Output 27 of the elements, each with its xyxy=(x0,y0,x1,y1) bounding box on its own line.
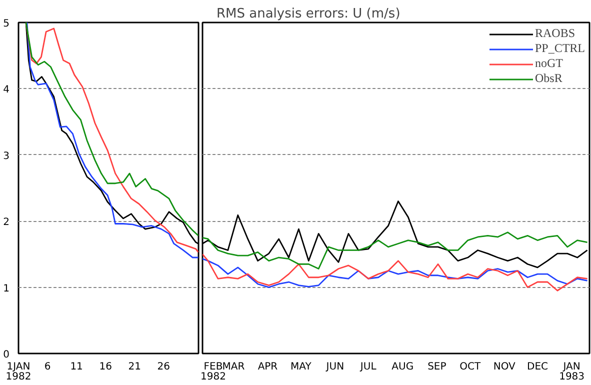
x-tick-label: 11 xyxy=(70,362,83,372)
x-tick-label: DEC xyxy=(527,362,548,372)
legend-label: PP_CTRL xyxy=(534,41,585,56)
legend-label: ObsR xyxy=(534,71,562,86)
x-tick-label: APR xyxy=(258,362,278,372)
y-tick-label: 1 xyxy=(3,283,10,294)
x-tick-label: SEP xyxy=(428,362,446,372)
y-tick-label: 2 xyxy=(3,217,10,228)
legend-label: noGT xyxy=(534,56,563,71)
x-tick-label: NOV xyxy=(493,362,516,372)
x-tick-label: 21 xyxy=(128,362,141,372)
x-tick-label: 6 xyxy=(44,362,51,372)
y-tick-label: 0 xyxy=(3,350,10,360)
x-tick-label: JUL xyxy=(359,362,377,372)
x-tick-label: JAN 1983 xyxy=(559,362,585,382)
x-tick-label: AUG xyxy=(392,362,414,372)
y-tick-label: 5 xyxy=(3,18,10,30)
x-tick-label: JUN xyxy=(325,362,344,372)
x-tick-label: 26 xyxy=(157,362,170,372)
chart-title: RMS analysis errors: U (m/s) xyxy=(216,6,400,22)
x-tick-label: MAY xyxy=(290,362,312,372)
y-tick-label: 3 xyxy=(3,150,10,162)
legend-label: RAOBS xyxy=(534,26,575,41)
x-tick-label: 1JAN 1982 xyxy=(6,362,32,382)
x-tick-label: OCT xyxy=(460,362,482,372)
y-tick-label: 4 xyxy=(3,84,10,96)
x-tick-label: 16 xyxy=(99,362,112,372)
